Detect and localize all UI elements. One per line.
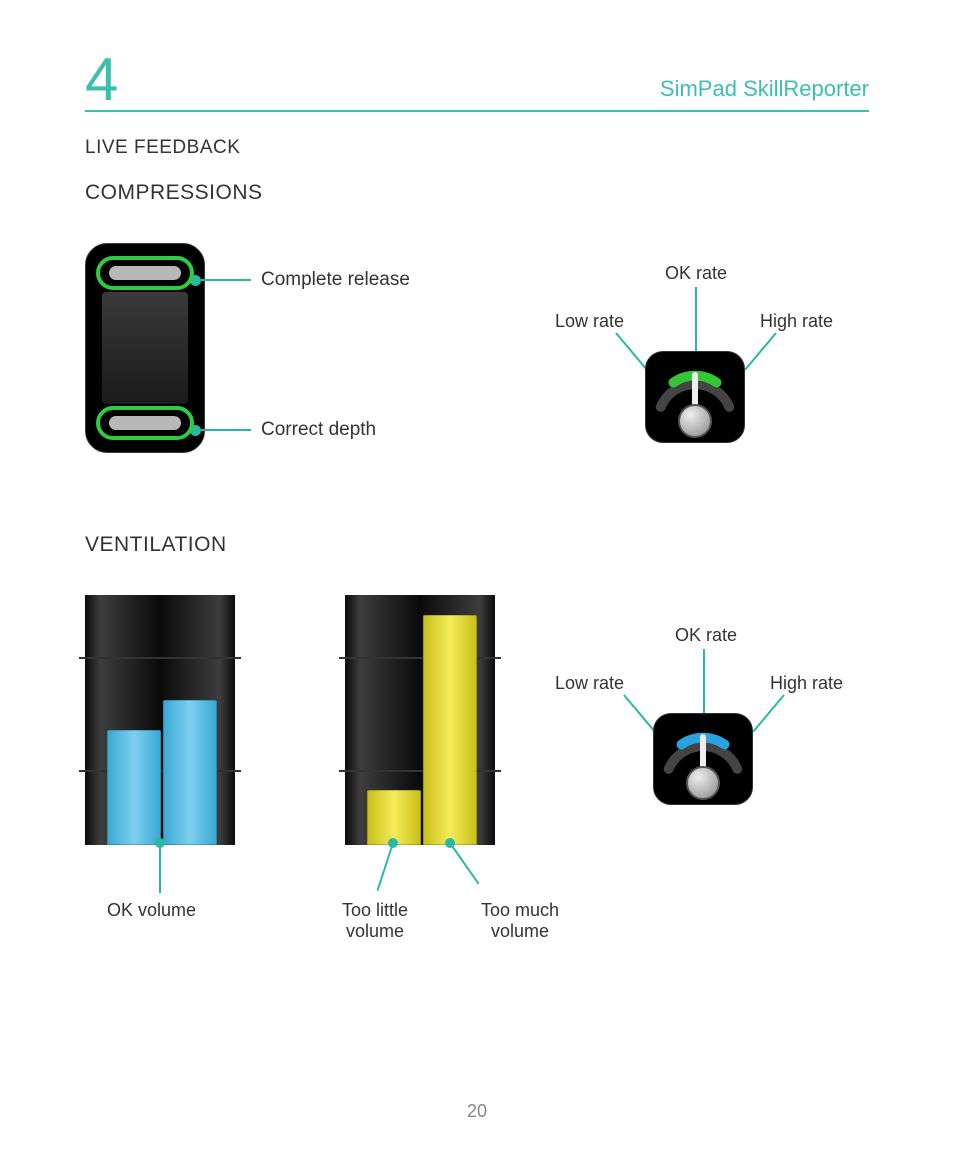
release-indicator xyxy=(96,256,194,290)
too-much-bar xyxy=(423,615,477,845)
label-high-rate: High rate xyxy=(760,311,833,332)
vent-label-ok-rate: OK rate xyxy=(675,625,737,646)
vent-label-high-rate: High rate xyxy=(770,673,843,694)
label-ok-volume: OK volume xyxy=(107,900,196,921)
depth-indicator xyxy=(96,406,194,440)
ventilation-ok-widget xyxy=(85,595,235,845)
too-little-bar xyxy=(367,790,421,845)
ventilation-row: OK volume Too littlevolume Too muchvolum… xyxy=(85,595,869,975)
ventilation-bad-widget xyxy=(345,595,495,845)
vent-label-low-rate: Low rate xyxy=(555,673,624,694)
ok-bar-2 xyxy=(163,700,217,845)
callout-correct-depth: Correct depth xyxy=(190,419,376,441)
label-ok-rate: OK rate xyxy=(665,263,727,284)
page-header: 4 SimPad SkillReporter xyxy=(85,50,869,112)
ok-bar-1 xyxy=(107,730,161,845)
compressions-row: Complete release Correct depth OK rate L… xyxy=(85,243,869,483)
chapter-number: 4 xyxy=(85,50,118,110)
label-too-much: Too muchvolume xyxy=(465,900,575,942)
chapter-title: SimPad SkillReporter xyxy=(660,76,869,110)
callout-complete-release: Complete release xyxy=(190,269,410,291)
compression-depth-widget xyxy=(85,243,205,453)
label-too-little: Too littlevolume xyxy=(325,900,425,942)
section-ventilation: VENTILATION xyxy=(85,533,869,557)
page-number: 20 xyxy=(0,1101,954,1122)
compression-rate-gauge xyxy=(645,351,745,443)
label-correct-depth: Correct depth xyxy=(261,419,376,441)
label-low-rate: Low rate xyxy=(555,311,624,332)
section-live-feedback: LIVE FEEDBACK xyxy=(85,137,869,159)
section-compressions: COMPRESSIONS xyxy=(85,181,869,205)
ventilation-rate-gauge xyxy=(653,713,753,805)
label-complete-release: Complete release xyxy=(261,269,410,291)
